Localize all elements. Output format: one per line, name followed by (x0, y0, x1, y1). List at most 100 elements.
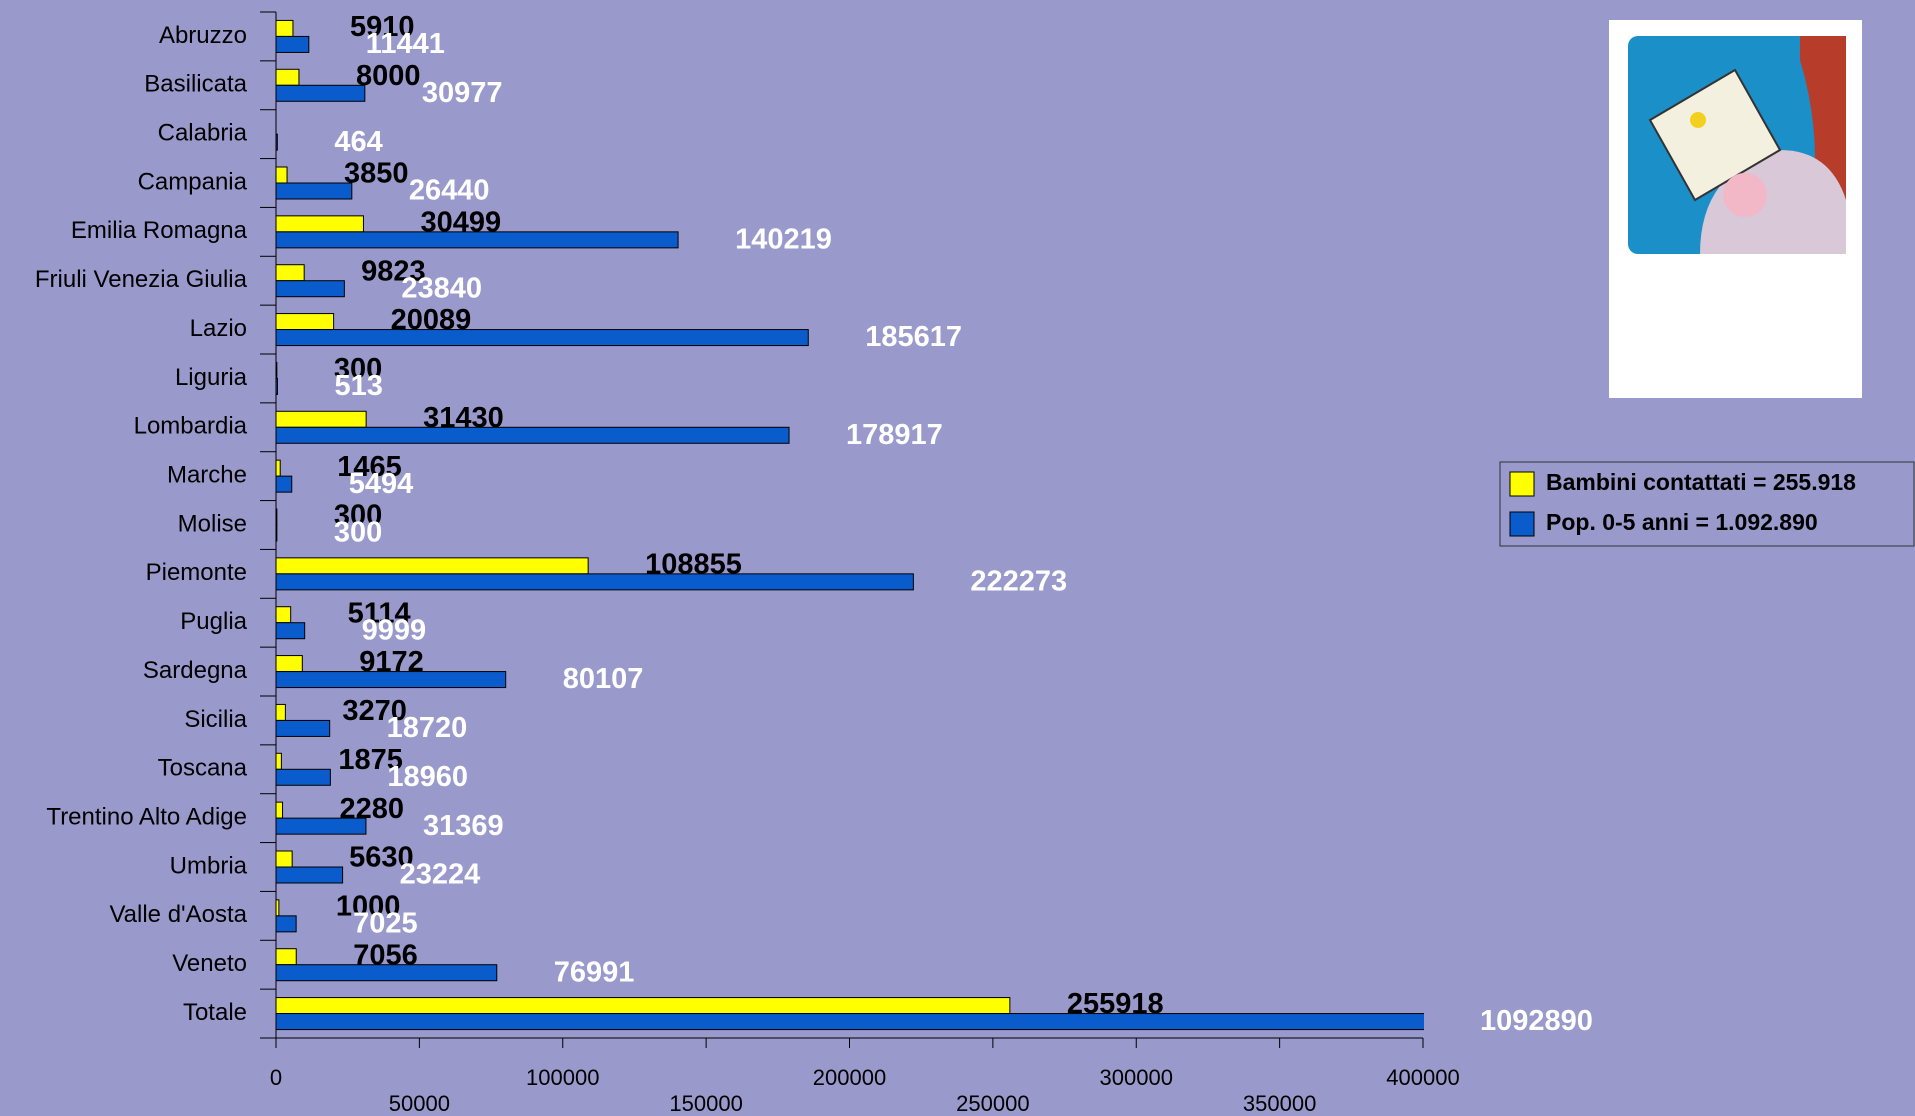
x-tick-label: 300000 (1100, 1065, 1173, 1090)
x-tick-label: 0 (270, 1065, 282, 1090)
value-label: 76991 (554, 956, 635, 988)
x-tick-label: 150000 (669, 1091, 742, 1116)
value-label: 2280 (340, 793, 405, 825)
bar (276, 183, 352, 199)
value-label: 18720 (387, 712, 468, 744)
value-label: 30499 (420, 207, 501, 239)
bar (276, 167, 287, 183)
category-label: Trentino Alto Adige (46, 803, 247, 830)
value-label: 8000 (356, 60, 421, 92)
legend-swatch (1510, 472, 1534, 496)
bar (276, 69, 299, 85)
value-label: 31430 (423, 402, 504, 434)
chart: 0500001000001500002000002500003000003500… (0, 0, 1915, 1116)
value-label: 255918 (1067, 988, 1164, 1020)
bar (276, 36, 309, 52)
value-label: 140219 (735, 224, 832, 256)
category-label: Piemonte (146, 559, 247, 586)
x-tick-label: 250000 (956, 1091, 1029, 1116)
bar (276, 704, 285, 720)
bar (276, 623, 305, 639)
value-label: 7056 (353, 939, 418, 971)
bar (276, 20, 293, 36)
bar (276, 411, 366, 427)
value-label: 108855 (645, 549, 742, 581)
category-label: Marche (167, 461, 247, 488)
bar (276, 525, 277, 541)
category-label: Totale (183, 999, 247, 1026)
category-label: Puglia (180, 608, 247, 635)
category-label: Umbria (170, 852, 248, 879)
bar (276, 314, 334, 330)
category-label: Molise (178, 510, 247, 537)
bar (276, 851, 292, 867)
value-label: 30977 (422, 77, 503, 109)
value-label: 5494 (349, 468, 414, 500)
category-label: Liguria (175, 364, 248, 391)
bar (276, 916, 296, 932)
value-label: 178917 (846, 419, 943, 451)
bar (276, 607, 291, 623)
bar (276, 330, 808, 346)
bar (276, 476, 292, 492)
x-tick-label: 200000 (813, 1065, 886, 1090)
value-label: 7025 (353, 908, 418, 940)
value-label: 23224 (400, 859, 481, 891)
category-label: Sardegna (143, 657, 248, 684)
value-label: 3850 (344, 158, 409, 190)
x-tick-label: 400000 (1386, 1065, 1459, 1090)
value-label: 26440 (409, 175, 490, 207)
x-tick-label: 350000 (1243, 1091, 1316, 1116)
bar (276, 460, 280, 476)
bar (276, 378, 277, 394)
category-label: Calabria (158, 119, 248, 146)
legend-label: Bambini contattati = 255.918 (1546, 469, 1856, 495)
category-label: Emilia Romagna (71, 217, 248, 244)
bar (276, 998, 1010, 1014)
bar (276, 867, 343, 883)
category-label: Valle d'Aosta (109, 901, 247, 928)
value-label: 513 (334, 370, 382, 402)
bar (276, 265, 304, 281)
category-label: Toscana (158, 755, 248, 782)
value-label: 185617 (865, 321, 962, 353)
value-label: 20089 (391, 304, 472, 336)
bar (276, 134, 277, 150)
category-label: Lombardia (134, 413, 248, 440)
category-label: Sicilia (184, 706, 247, 733)
value-label: 9172 (359, 646, 424, 678)
bar (276, 85, 365, 101)
bar (276, 574, 913, 590)
bar (276, 362, 277, 378)
bar (276, 216, 363, 232)
logo (1609, 20, 1862, 398)
value-label: 300 (334, 517, 382, 549)
bar (276, 753, 281, 769)
category-label: Basilicata (144, 71, 247, 98)
value-label: 9999 (362, 614, 427, 646)
bar (276, 558, 588, 574)
bar (276, 509, 277, 525)
category-label: Lazio (190, 315, 247, 342)
category-label: Abruzzo (159, 22, 247, 49)
value-label: 31369 (423, 810, 504, 842)
legend-label: Pop. 0-5 anni = 1.092.890 (1546, 509, 1818, 535)
bar (276, 656, 302, 672)
logo-baby (1723, 173, 1767, 217)
value-label: 222273 (970, 566, 1067, 598)
x-tick-label: 50000 (389, 1091, 450, 1116)
value-label: 18960 (387, 761, 468, 793)
value-label: 11441 (366, 28, 445, 60)
value-label: 23840 (401, 272, 482, 304)
value-label: 80107 (563, 663, 644, 695)
logo-butterfly (1690, 112, 1706, 128)
bar (276, 769, 330, 785)
bar (276, 720, 330, 736)
value-label: 1092890 (1480, 1005, 1593, 1037)
value-label: 464 (334, 126, 382, 158)
legend-swatch (1510, 512, 1534, 536)
bar (276, 949, 296, 965)
category-label: Friuli Venezia Giulia (35, 266, 248, 293)
bar (276, 427, 789, 443)
bar (276, 802, 283, 818)
